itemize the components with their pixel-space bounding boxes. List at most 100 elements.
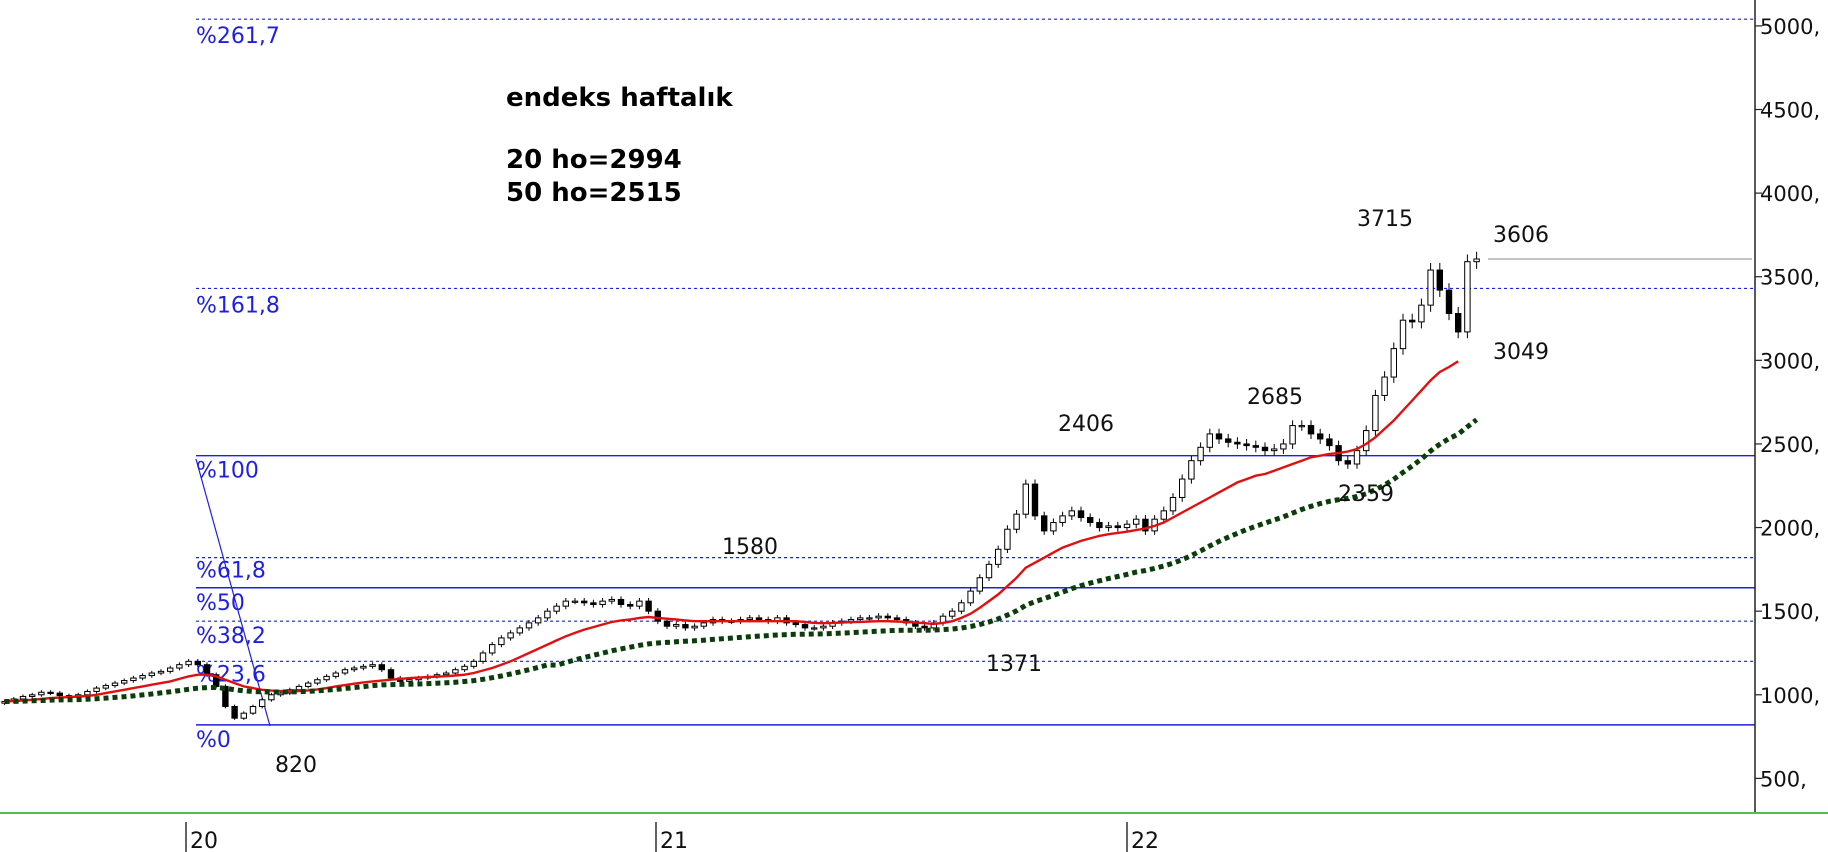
candle-body-27 — [249, 705, 257, 714]
candle-body-59 — [544, 610, 551, 619]
candle-body-53 — [489, 644, 496, 654]
candle-body-18 — [167, 667, 174, 672]
candle-body-26 — [240, 712, 248, 719]
candle-body-139 — [1280, 443, 1287, 450]
ma20-line — [4, 360, 1459, 703]
candle-body-144 — [1326, 438, 1333, 447]
candle-body-97 — [893, 617, 901, 621]
candle-body-109 — [1004, 528, 1011, 550]
candle-body-133 — [1225, 438, 1232, 443]
annotation-2: 1371 — [986, 652, 1042, 677]
candle-body-44 — [406, 679, 413, 682]
candle-body-32 — [295, 685, 303, 691]
candle-body-64 — [590, 602, 597, 605]
candle-body-40 — [369, 664, 376, 667]
y-tick-label-3: 2000, — [1760, 517, 1820, 541]
candle-body-57 — [525, 622, 533, 629]
candle-body-130 — [1197, 446, 1204, 462]
candle-body-72 — [663, 620, 671, 627]
candle-body-118 — [1087, 517, 1094, 524]
annotation-6: 3715 — [1357, 207, 1413, 232]
candle-body-147 — [1353, 450, 1361, 465]
candle-body-13 — [121, 680, 128, 684]
candle-body-95 — [875, 615, 882, 619]
candle-body-115 — [1059, 515, 1066, 524]
candle-body-153 — [1409, 319, 1416, 323]
candle-body-23 — [213, 674, 220, 687]
candle-body-96 — [884, 615, 891, 619]
annotation-4: 2685 — [1247, 385, 1303, 410]
candle-body-68 — [627, 603, 634, 607]
x-tick-label-2: 22 — [1131, 829, 1159, 852]
candle-body-36 — [332, 672, 340, 677]
candle-body-48 — [443, 672, 450, 676]
candle-body-56 — [516, 627, 523, 634]
y-tick-label-4: 2500, — [1760, 433, 1820, 457]
ma50-line — [4, 417, 1479, 704]
candle-body-81 — [746, 617, 753, 621]
candle-body-49 — [452, 669, 459, 674]
candle-body-35 — [323, 675, 330, 681]
candle-body-9 — [84, 690, 91, 696]
candle-body-19 — [176, 664, 183, 669]
candle-body-63 — [581, 600, 588, 604]
candle-body-140 — [1289, 425, 1296, 445]
candle-body-124 — [1142, 518, 1149, 532]
candle-body-62 — [571, 600, 579, 603]
annotation-5: 2359 — [1338, 482, 1394, 507]
candle-body-154 — [1418, 304, 1425, 323]
fib-level-label-7: %261,7 — [196, 24, 280, 49]
candle-body-108 — [995, 548, 1002, 565]
candle-body-60 — [553, 605, 560, 612]
candle-body-74 — [682, 624, 689, 629]
candle-body-103 — [949, 610, 956, 617]
candle-body-39 — [360, 665, 367, 669]
candle-body-34 — [314, 679, 321, 684]
candle-body-155 — [1427, 269, 1434, 306]
fibonacci-lines — [196, 18, 1755, 726]
candle-body-151 — [1390, 348, 1397, 378]
candle-body-37 — [341, 669, 349, 674]
candle-body-33 — [305, 682, 312, 687]
candle-body-138 — [1271, 448, 1278, 452]
y-tick-label-5: 3000, — [1760, 349, 1820, 373]
candle-body-159 — [1464, 261, 1471, 333]
candle-body-135 — [1243, 443, 1250, 447]
candle-body-100 — [921, 625, 928, 629]
candle-body-94 — [866, 617, 873, 620]
candle-body-29 — [268, 694, 275, 701]
candle-body-150 — [1381, 376, 1388, 396]
candle-body-152 — [1399, 319, 1407, 350]
y-tick-label-0: 500, — [1760, 767, 1807, 791]
candle-body-142 — [1307, 425, 1315, 435]
candle-body-22 — [203, 664, 211, 676]
y-tick-label-1: 1000, — [1760, 684, 1820, 708]
candle-body-6 — [56, 692, 63, 697]
y-tick-label-7: 4000, — [1760, 182, 1820, 206]
candle-body-12 — [111, 682, 119, 687]
candle-body-107 — [985, 563, 993, 579]
x-axis-ticks: 20 21 22 — [185, 822, 1159, 852]
candle-body-113 — [1041, 515, 1048, 532]
annotation-8: 3049 — [1493, 340, 1549, 365]
candle-body-131 — [1206, 433, 1213, 448]
candle-body-87 — [801, 624, 809, 629]
title-line-1: endeks haftalık — [506, 83, 733, 113]
candle-body-16 — [148, 672, 156, 677]
candle-body-116 — [1068, 510, 1075, 517]
candle-body-76 — [700, 622, 707, 627]
candle-body-69 — [636, 600, 643, 607]
candle-body-71 — [654, 610, 661, 622]
candle-body-127 — [1169, 496, 1177, 512]
candle-body-156 — [1436, 269, 1443, 291]
candle-body-128 — [1179, 478, 1186, 498]
candle-body-143 — [1317, 433, 1324, 440]
candle-body-148 — [1363, 430, 1370, 452]
candle-body-134 — [1234, 441, 1241, 445]
candle-body-112 — [1031, 483, 1039, 517]
candle-body-50 — [461, 665, 468, 671]
candle-body-119 — [1096, 522, 1103, 529]
candle-body-70 — [645, 600, 652, 612]
candle-body-106 — [976, 577, 983, 592]
